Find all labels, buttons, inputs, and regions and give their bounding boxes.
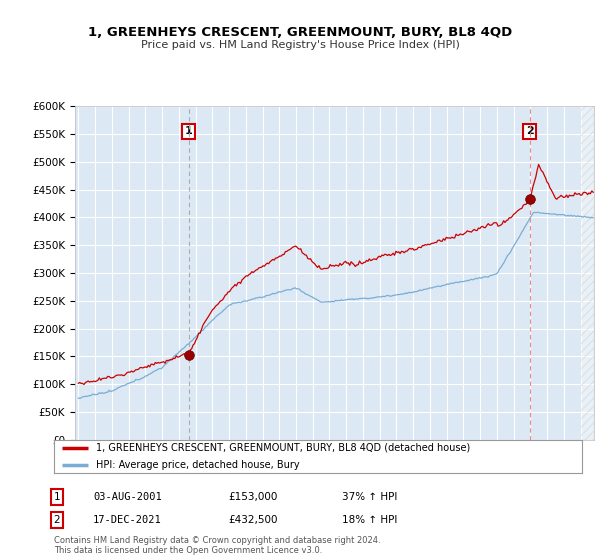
Text: 37% ↑ HPI: 37% ↑ HPI [342,492,397,502]
Text: 03-AUG-2001: 03-AUG-2001 [93,492,162,502]
Text: Contains HM Land Registry data © Crown copyright and database right 2024.
This d: Contains HM Land Registry data © Crown c… [54,536,380,555]
Text: £153,000: £153,000 [228,492,277,502]
Text: Price paid vs. HM Land Registry's House Price Index (HPI): Price paid vs. HM Land Registry's House … [140,40,460,50]
Text: 2: 2 [526,127,533,137]
Text: HPI: Average price, detached house, Bury: HPI: Average price, detached house, Bury [96,460,300,470]
Text: 2: 2 [53,515,61,525]
Text: 1: 1 [185,127,193,137]
Text: 1: 1 [53,492,61,502]
Text: 18% ↑ HPI: 18% ↑ HPI [342,515,397,525]
Text: 1, GREENHEYS CRESCENT, GREENMOUNT, BURY, BL8 4QD (detached house): 1, GREENHEYS CRESCENT, GREENMOUNT, BURY,… [96,443,470,453]
Text: 1, GREENHEYS CRESCENT, GREENMOUNT, BURY, BL8 4QD: 1, GREENHEYS CRESCENT, GREENMOUNT, BURY,… [88,26,512,39]
Text: 17-DEC-2021: 17-DEC-2021 [93,515,162,525]
Text: £432,500: £432,500 [228,515,277,525]
